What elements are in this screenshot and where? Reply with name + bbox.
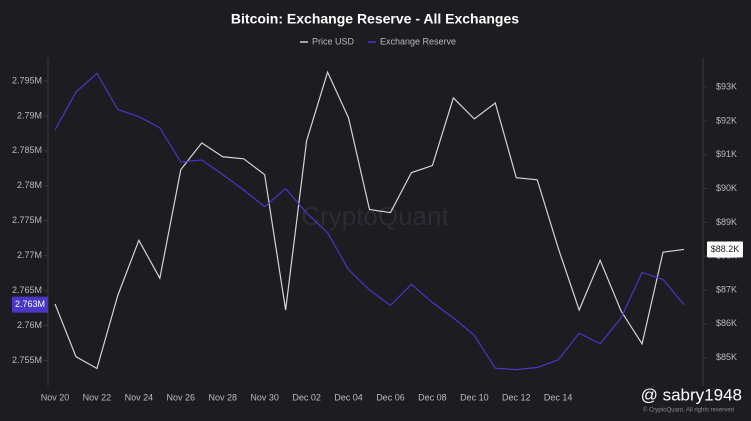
x-tick-label: Dec 02 <box>292 392 321 402</box>
x-tick-label: Nov 26 <box>167 392 196 402</box>
y-tick-label: 2.78M <box>17 180 42 190</box>
y-tick-label: 2.785M <box>12 145 42 155</box>
x-tick-label: Nov 22 <box>83 392 112 402</box>
x-tick-label: Nov 20 <box>41 392 70 402</box>
y2-tick-label: $89K <box>716 217 737 227</box>
x-tick-label: Dec 12 <box>502 392 531 402</box>
y-tick-label: 2.755M <box>12 355 42 365</box>
y2-tick-label: $87K <box>716 284 737 294</box>
y-tick-label: 2.765M <box>12 285 42 295</box>
x-tick-label: Nov 24 <box>125 392 154 402</box>
x-tick-label: Dec 04 <box>334 392 363 402</box>
value-label: 2.763M <box>15 299 45 309</box>
y2-tick-label: $91K <box>716 149 737 159</box>
y-tick-label: 2.77M <box>17 250 42 260</box>
x-tick-label: Dec 06 <box>376 392 405 402</box>
x-tick-label: Dec 10 <box>460 392 489 402</box>
y2-tick-label: $86K <box>716 318 737 328</box>
series-line <box>54 70 685 370</box>
x-tick-label: Nov 28 <box>208 392 237 402</box>
legend-label: Price USD <box>312 36 355 46</box>
x-tick-label: Dec 14 <box>544 392 573 402</box>
y2-tick-label: $90K <box>716 183 737 193</box>
y2-tick-label: $85K <box>716 352 737 362</box>
value-label: $88.2K <box>711 244 740 254</box>
x-tick-label: Nov 30 <box>250 392 279 402</box>
legend-label: Exchange Reserve <box>380 36 456 46</box>
x-tick-label: Dec 08 <box>418 392 447 402</box>
y-tick-label: 2.76M <box>17 320 42 330</box>
y-tick-label: 2.775M <box>12 215 42 225</box>
y2-tick-label: $93K <box>716 81 737 91</box>
y-tick-label: 2.795M <box>12 75 42 85</box>
credit: © CryptoQuant. All rights reserved <box>643 407 734 414</box>
y-tick-label: 2.79M <box>17 110 42 120</box>
series-line <box>54 72 685 371</box>
value-label-box <box>12 296 48 313</box>
value-label-box <box>707 241 743 258</box>
overlay-text: @ sabry1948 <box>641 385 742 404</box>
y2-tick-label: $92K <box>716 115 737 125</box>
chart-title: Bitcoin: Exchange Reserve - All Exchange… <box>231 11 519 27</box>
watermark: CryptoQuant <box>301 201 449 231</box>
